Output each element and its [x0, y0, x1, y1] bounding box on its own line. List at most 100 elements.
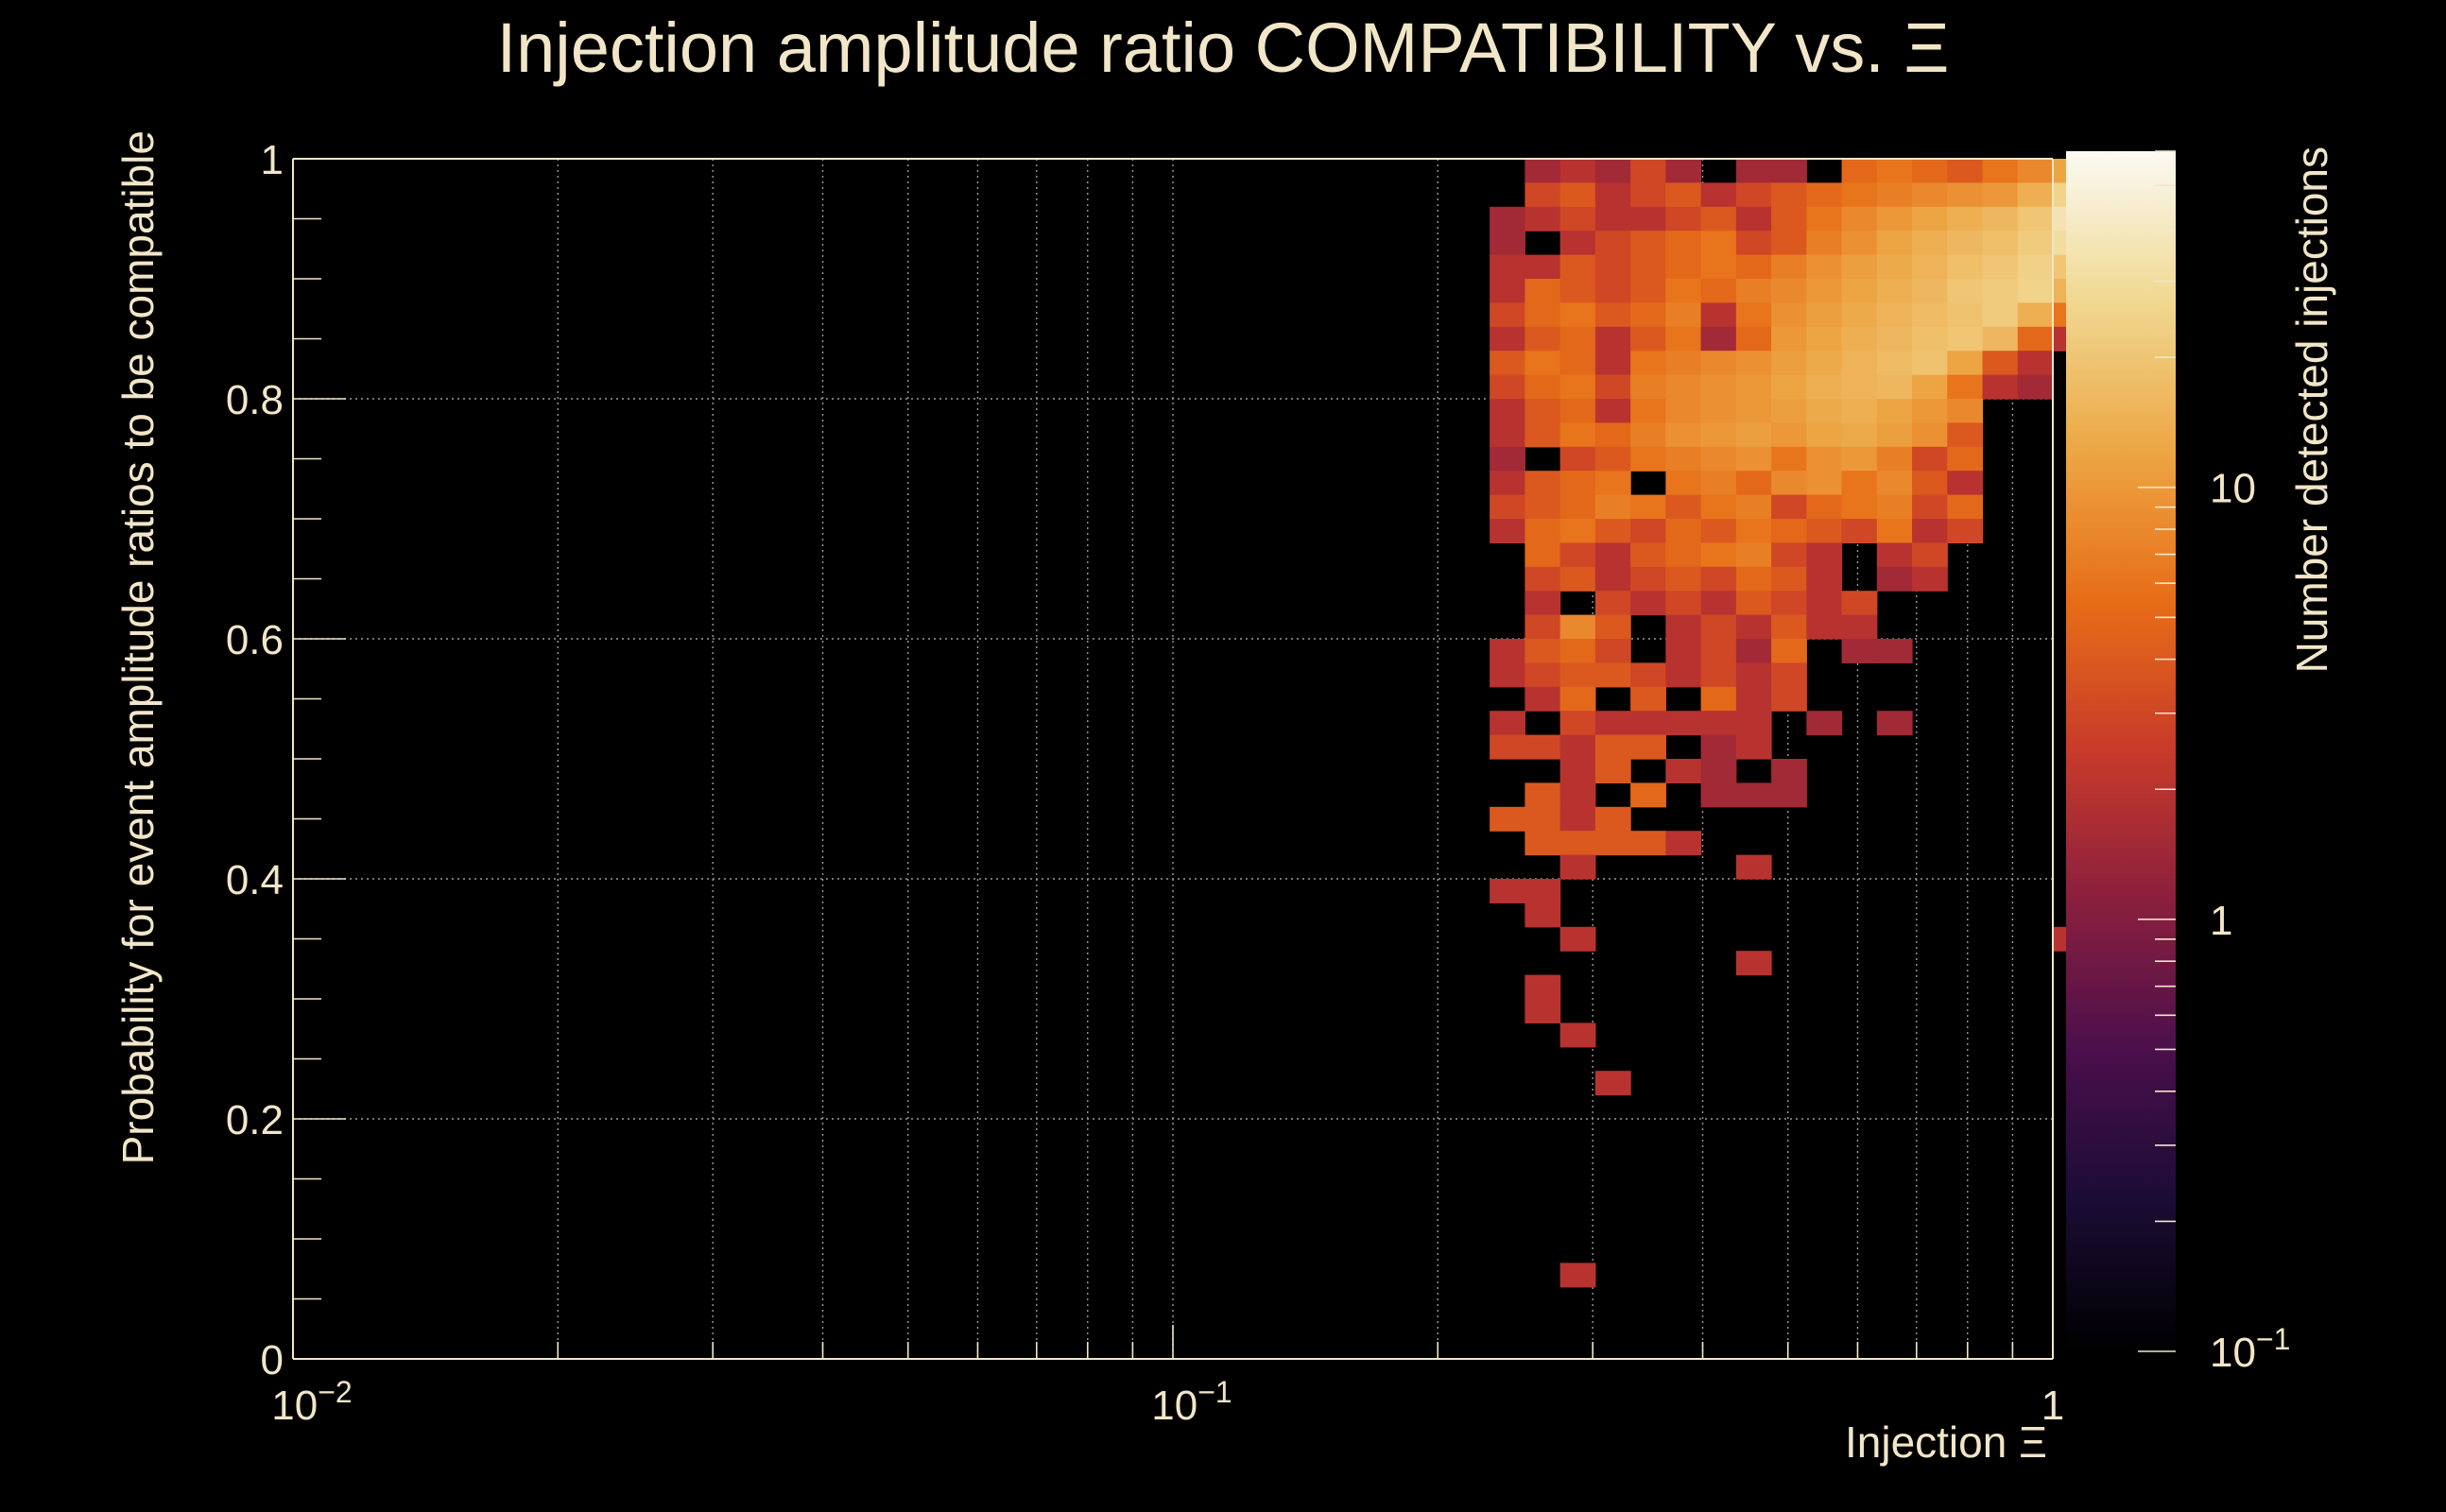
heatmap-cell [1912, 519, 1948, 543]
heatmap-cell [1630, 231, 1666, 256]
heatmap-cell [1876, 231, 1913, 256]
heatmap-cell [1982, 231, 2019, 256]
heatmap-cell [1665, 182, 1702, 208]
heatmap-cell [1594, 759, 1631, 783]
heatmap-cell [1700, 734, 1737, 760]
heatmap-cell [1735, 374, 1772, 400]
heatmap-cell [1735, 519, 1772, 543]
heatmap-cell [1490, 399, 1525, 423]
heatmap-cell [1524, 902, 1561, 928]
heatmap-cell [1594, 446, 1631, 472]
y-tick-label: 0.6 [226, 617, 284, 663]
heatmap-cell [1735, 614, 1772, 640]
colorbar-tick-label: 10−1 [2210, 1322, 2290, 1376]
heatmap-cell [1806, 542, 1843, 568]
heatmap-cell [1982, 206, 2019, 232]
heatmap-cell [1912, 446, 1948, 472]
heatmap-cell [1947, 471, 1984, 496]
heatmap-cell [1947, 351, 1984, 376]
heatmap-cell [1912, 566, 1948, 592]
heatmap-cell [1771, 326, 1807, 352]
heatmap-cell [1982, 302, 2019, 328]
heatmap-cell [1665, 542, 1702, 568]
heatmap-cell [1876, 566, 1913, 592]
heatmap-cell [1594, 1071, 1631, 1096]
heatmap-cell [1559, 662, 1596, 688]
colorbar-gradient [2066, 151, 2176, 1351]
heatmap-cell [1841, 254, 1878, 280]
heatmap-cell [1771, 446, 1807, 472]
heatmap-cell [1912, 422, 1948, 448]
heatmap-cell [1665, 614, 1702, 640]
heatmap-cell [1630, 206, 1666, 232]
heatmap-cell [1594, 422, 1631, 448]
heatmap-cell [1876, 399, 1913, 423]
heatmap-cell [1700, 422, 1737, 448]
heatmap-cell [1771, 686, 1807, 712]
heatmap-cell [1559, 279, 1596, 303]
heatmap-cell [1630, 182, 1666, 208]
heatmap-cell [1559, 399, 1596, 423]
heatmap-cell [1876, 422, 1913, 448]
heatmap-cell [1700, 566, 1737, 592]
heatmap-cell [1524, 686, 1561, 712]
heatmap-cell [1735, 734, 1772, 760]
heatmap-cell [1700, 591, 1737, 616]
heatmap-cell [1594, 159, 1631, 183]
x-tick-label: 10−1 [1151, 1375, 1232, 1429]
heatmap-cell [1841, 446, 1878, 472]
heatmap-cell [1524, 974, 1561, 1000]
heatmap-cell [1559, 206, 1596, 232]
heatmap-cell [1524, 782, 1561, 808]
heatmap-cell [1630, 374, 1666, 400]
heatmap-cell [1630, 686, 1666, 712]
heatmap-cell [1700, 542, 1737, 568]
heatmap-cell [1559, 471, 1596, 496]
heatmap-cell [1630, 399, 1666, 423]
heatmap-cell [1806, 399, 1843, 423]
heatmap-cell [1771, 231, 1807, 256]
heatmap-cell [1841, 422, 1878, 448]
heatmap-cell [1806, 711, 1843, 736]
colorbar-label: Number detected injections [2287, 146, 2336, 673]
axis-labels: Probability for event amplitude ratios t… [113, 130, 2336, 1467]
heatmap-cell [1771, 662, 1807, 688]
heatmap-cell [1876, 279, 1913, 303]
heatmap-cell [1490, 471, 1525, 496]
heatmap-cell [1594, 614, 1631, 640]
heatmap-cell [1735, 159, 1772, 183]
x-tick-label: 10−2 [271, 1375, 352, 1429]
heatmap-cell [1735, 326, 1772, 352]
heatmap-cell [1630, 782, 1666, 808]
heatmap-cell [1947, 182, 1984, 208]
heatmap-cell [2017, 159, 2054, 183]
heatmap-cell [1700, 782, 1737, 808]
heatmap-cell [1665, 494, 1702, 520]
heatmap-cell [1735, 351, 1772, 376]
axes: 0 0.2 0.4 0.6 0.8 1 10−2 10−1 1 [226, 137, 2064, 1429]
heatmap-cell [1806, 446, 1843, 472]
colorbar-tick-label: 1 [2210, 898, 2232, 944]
heatmap-cell [1700, 182, 1737, 208]
heatmap-cell [1806, 182, 1843, 208]
heatmap-cell [1735, 494, 1772, 520]
heatmap-cell [1841, 206, 1878, 232]
heatmap-cell [1594, 662, 1631, 688]
heatmap-cell [1947, 206, 1984, 232]
heatmap-cell [1490, 302, 1525, 328]
heatmap-cell [1912, 182, 1948, 208]
heatmap-cell [1771, 399, 1807, 423]
heatmap-cell [1665, 159, 1702, 183]
heatmap-cell [1912, 159, 1948, 183]
heatmap-cell [1665, 566, 1702, 592]
heatmap-cell [1912, 494, 1948, 520]
colorbar-tick-label: 10 [2210, 466, 2256, 512]
heatmap-cell [1524, 351, 1561, 376]
heatmap-cell [1594, 351, 1631, 376]
heatmap-cell [2017, 279, 2054, 303]
y-tick-label: 0.8 [226, 377, 284, 423]
heatmap-cell [1490, 446, 1525, 472]
heatmap-cell [1524, 566, 1561, 592]
heatmap-cell [1524, 494, 1561, 520]
heatmap-cell [1559, 711, 1596, 736]
